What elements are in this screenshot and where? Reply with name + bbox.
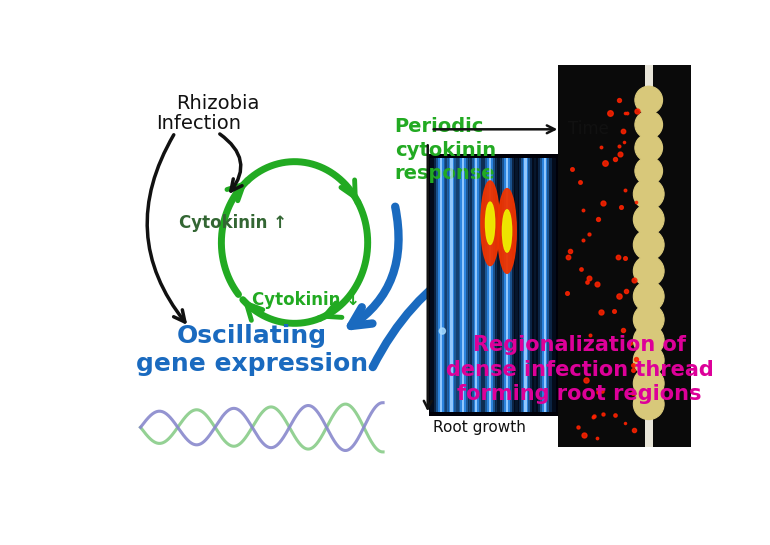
Bar xyxy=(534,158,555,412)
Circle shape xyxy=(633,179,664,209)
Text: Periodic
cytokinin
response: Periodic cytokinin response xyxy=(394,117,496,183)
Bar xyxy=(450,158,453,412)
Bar xyxy=(506,158,508,412)
Bar xyxy=(524,158,527,412)
Bar xyxy=(518,158,532,412)
Bar xyxy=(523,158,528,412)
Bar xyxy=(474,158,479,412)
Bar xyxy=(434,158,448,412)
Circle shape xyxy=(633,345,664,376)
Bar xyxy=(489,158,491,412)
Bar xyxy=(479,158,500,412)
Bar xyxy=(430,158,451,412)
Circle shape xyxy=(633,325,664,356)
Bar xyxy=(449,158,454,412)
Circle shape xyxy=(633,204,664,235)
Bar xyxy=(456,158,470,412)
Bar xyxy=(500,158,514,412)
Bar xyxy=(496,158,517,412)
Bar xyxy=(438,158,444,412)
Bar xyxy=(514,158,536,412)
Bar xyxy=(484,158,497,412)
Bar xyxy=(521,158,530,412)
Bar xyxy=(462,158,464,412)
Circle shape xyxy=(633,281,664,312)
Bar xyxy=(544,158,546,412)
Bar xyxy=(504,158,510,412)
FancyArrowPatch shape xyxy=(147,135,185,322)
Circle shape xyxy=(634,134,662,162)
Bar xyxy=(450,158,453,412)
Bar xyxy=(485,158,494,412)
Bar xyxy=(471,158,480,412)
Bar xyxy=(440,158,442,412)
Circle shape xyxy=(633,389,664,420)
Bar xyxy=(458,158,467,412)
Bar xyxy=(524,158,527,412)
Bar xyxy=(436,158,445,412)
Circle shape xyxy=(634,157,662,185)
Ellipse shape xyxy=(480,181,499,265)
Bar xyxy=(469,158,484,412)
Circle shape xyxy=(633,256,664,286)
Ellipse shape xyxy=(485,202,494,244)
Circle shape xyxy=(634,111,662,138)
Bar xyxy=(440,158,442,412)
Bar xyxy=(475,158,477,412)
Ellipse shape xyxy=(497,189,516,273)
Bar xyxy=(502,158,511,412)
Bar xyxy=(506,158,508,412)
Bar xyxy=(544,158,546,412)
Bar xyxy=(453,158,474,412)
Bar xyxy=(462,158,464,412)
Bar xyxy=(489,158,491,412)
Text: Cytokinin ↓: Cytokinin ↓ xyxy=(252,291,360,309)
FancyArrowPatch shape xyxy=(351,207,399,326)
Text: Cytokinin ↑: Cytokinin ↑ xyxy=(179,214,287,232)
Ellipse shape xyxy=(502,210,511,252)
Circle shape xyxy=(439,328,445,334)
Bar xyxy=(430,154,561,416)
Bar xyxy=(465,158,487,412)
FancyArrowPatch shape xyxy=(219,134,242,191)
Bar xyxy=(541,158,550,412)
Bar xyxy=(542,158,547,412)
Circle shape xyxy=(633,304,664,335)
Bar xyxy=(644,65,652,446)
Bar xyxy=(557,65,691,446)
FancyArrowPatch shape xyxy=(373,264,465,367)
Circle shape xyxy=(634,86,662,114)
Bar xyxy=(537,158,551,412)
Text: Time: Time xyxy=(567,120,609,138)
Text: Infection: Infection xyxy=(156,114,241,132)
Text: Regionalization of
dense infection thread
forming root regions: Regionalization of dense infection threa… xyxy=(446,335,713,404)
Circle shape xyxy=(633,229,664,260)
Text: Oscillating
gene expression: Oscillating gene expression xyxy=(136,324,368,376)
Bar xyxy=(487,158,493,412)
Text: Root growth: Root growth xyxy=(433,420,526,435)
Bar xyxy=(460,158,466,412)
Circle shape xyxy=(633,368,664,399)
Text: Rhizobia: Rhizobia xyxy=(176,94,259,113)
Bar xyxy=(447,158,456,412)
Bar xyxy=(444,158,458,412)
Bar xyxy=(440,158,462,412)
Bar xyxy=(475,158,477,412)
